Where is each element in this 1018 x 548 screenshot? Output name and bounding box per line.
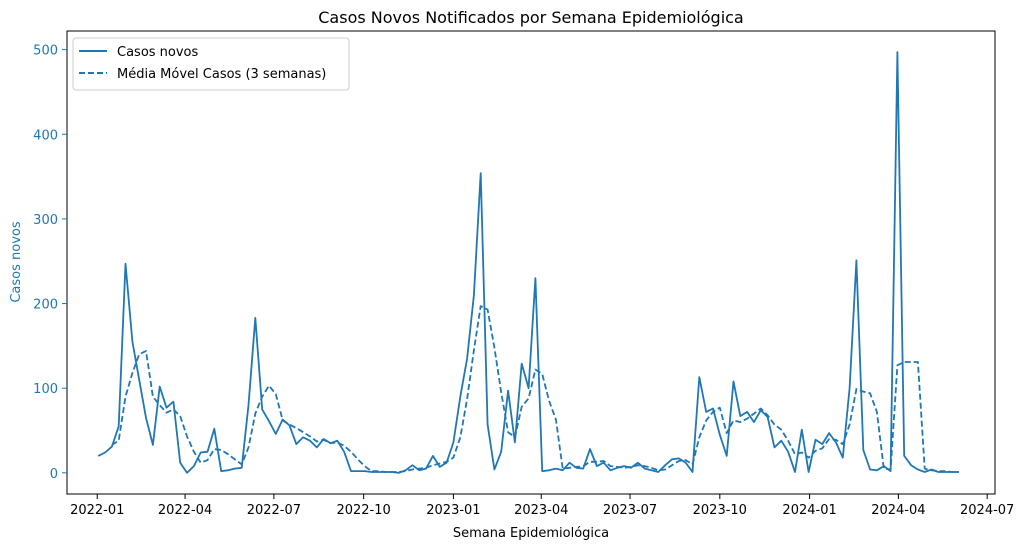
y-tick-label: 300 [33, 213, 58, 228]
x-tick-label: 2023-04 [514, 503, 568, 518]
y-axis: 0 100 200 300 400 500 [33, 44, 67, 482]
legend-label-casos-novos: Casos novos [117, 45, 199, 60]
y-tick-label: 0 [50, 467, 58, 482]
x-tick-label: 2023-10 [693, 503, 747, 518]
x-tick-label: 2024-01 [782, 503, 836, 518]
x-tick-label: 2023-07 [603, 503, 657, 518]
y-tick-label: 100 [33, 382, 58, 397]
series-layer [97, 51, 959, 474]
legend-label-media-movel: Média Móvel Casos (3 semanas) [117, 67, 326, 82]
series-line-media-movel [111, 305, 959, 473]
x-tick-label: 2024-07 [960, 503, 1014, 518]
plot-frame [66, 30, 996, 495]
chart-title: Casos Novos Notificados por Semana Epide… [318, 8, 743, 27]
y-axis-label: Casos novos [9, 221, 24, 303]
legend: Casos novos Média Móvel Casos (3 semanas… [72, 37, 350, 91]
x-tick-label: 2022-04 [158, 503, 212, 518]
x-tick-label: 2024-04 [871, 503, 925, 518]
x-tick-label: 2022-10 [336, 503, 390, 518]
x-tick-label: 2022-07 [247, 503, 301, 518]
x-tick-label: 2023-01 [426, 503, 480, 518]
x-axis-label: Semana Epidemiológica [453, 526, 609, 541]
plot-area [66, 30, 996, 495]
legend-box [72, 37, 350, 91]
y-tick-label: 200 [33, 298, 58, 313]
x-axis: 2022-01 2022-04 2022-07 2022-10 2023-01 2023-… [70, 494, 1014, 518]
series-line-casos-novos [97, 51, 959, 474]
y-tick-label: 500 [33, 44, 58, 59]
y-tick-label: 400 [33, 128, 58, 143]
x-tick-label: 2022-01 [70, 503, 124, 518]
